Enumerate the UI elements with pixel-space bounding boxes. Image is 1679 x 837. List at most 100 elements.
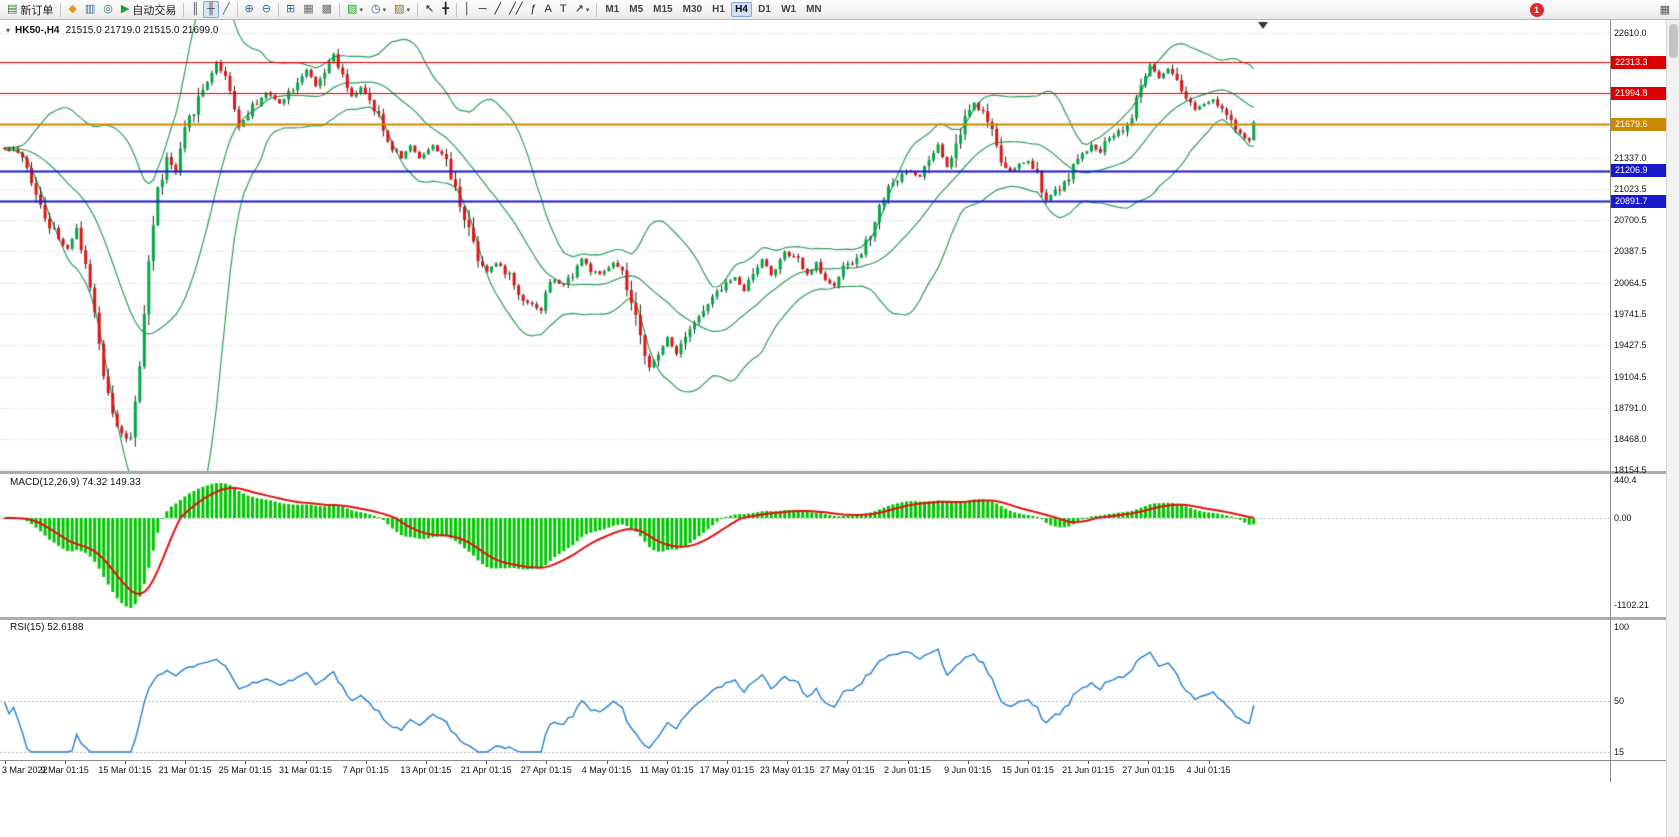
periods-button[interactable]: ◷ ▾ xyxy=(367,1,390,18)
price-level-badge: 21679.6 xyxy=(1611,118,1666,131)
time-axis-tick xyxy=(908,761,909,764)
data-window-button[interactable]: ▥ xyxy=(81,1,99,18)
main-chart-canvas[interactable] xyxy=(0,20,1610,471)
market-watch-button[interactable]: ◆ xyxy=(64,1,80,18)
time-axis-label: 13 Apr 01:15 xyxy=(400,765,452,775)
time-axis-label: 3 Mar 2022 xyxy=(2,765,48,775)
auto-trading-button[interactable]: ▶ 自动交易 xyxy=(117,1,180,18)
time-axis-tick xyxy=(546,761,547,764)
rsi-axis-label: 100 xyxy=(1614,622,1630,632)
caret-down-icon: ▾ xyxy=(382,6,387,14)
toolbar-buttons: ▤ 新订单 ◆ ▥ ◎ ▶ 自动交易 ║ ╫ ╱ ⊕ ⊖ ⊞ ▦ ▩ ▧ ▾ ◷ ▾ ▨ ▾ ↖ ╋ │ ─ ╱ ╱╱ ƒ A T ↗ ▾ M1… xyxy=(3,0,827,20)
rsi-canvas[interactable] xyxy=(0,620,1610,760)
time-axis-label: 27 Apr 01:15 xyxy=(520,765,572,775)
notification-badge[interactable]: 1 xyxy=(1529,2,1544,17)
crosshair-icon: ╋ xyxy=(442,3,449,15)
time-axis-label: 21 Mar 01:15 xyxy=(158,765,212,775)
timeframe-mn-button[interactable]: MN xyxy=(806,4,822,15)
label-button[interactable]: T xyxy=(556,1,571,18)
price-axis-border xyxy=(1610,20,1611,782)
tile-windows-icon: ⊞ xyxy=(286,3,296,15)
chart-symbol-period: HK50-,H4 xyxy=(15,25,60,36)
timeframe-m5-button[interactable]: M5 xyxy=(629,4,644,15)
fibonacci-button[interactable]: ƒ xyxy=(526,1,540,18)
fibonacci-icon: ƒ xyxy=(530,3,537,15)
panel-divider[interactable] xyxy=(0,617,1666,620)
macd-label: MACD(12,26,9) 74.32 149.33 xyxy=(10,477,141,488)
templates-button[interactable]: ▨ ▾ xyxy=(390,1,414,18)
channel-button[interactable]: ╱╱ xyxy=(505,1,526,18)
new-order-button-label: 新订单 xyxy=(20,4,54,17)
time-axis-tick xyxy=(1088,761,1089,764)
timeframe-h1-button[interactable]: H1 xyxy=(712,4,725,15)
time-axis-tick xyxy=(1209,761,1210,764)
text-button[interactable]: A xyxy=(541,1,556,18)
timeframe-m15-button[interactable]: M15 xyxy=(653,4,673,15)
price-axis-label: 20064.5 xyxy=(1614,277,1647,288)
tile-windows-button[interactable]: ⊞ xyxy=(282,1,299,18)
time-axis-tick xyxy=(787,761,788,764)
time-axis-tick xyxy=(306,761,307,764)
timeframe-d1-button[interactable]: D1 xyxy=(758,4,771,15)
candlestick-icon: ╫ xyxy=(207,3,215,15)
time-axis-tick xyxy=(727,761,728,764)
time-axis-label: 27 Jun 01:15 xyxy=(1122,765,1175,775)
indicators-list-button[interactable]: ▦ xyxy=(299,1,317,18)
vertical-line-button[interactable]: │ xyxy=(460,1,475,18)
toolbar-overflow-icon[interactable]: ▦ xyxy=(1659,4,1670,16)
timeframe-m30-button[interactable]: M30 xyxy=(682,4,703,15)
new-chart-button[interactable]: ▧ ▾ xyxy=(343,1,367,18)
stack-windows-icon: ▩ xyxy=(321,3,333,15)
auto-trading-icon: ▶ xyxy=(120,3,130,15)
stack-windows-button[interactable]: ▩ xyxy=(318,1,336,18)
cursor-button[interactable]: ↖ xyxy=(421,1,438,18)
scrollbar-thumb[interactable] xyxy=(1669,24,1678,58)
macd-axis-label: 440.4 xyxy=(1614,475,1637,485)
price-level-badge: 20891.7 xyxy=(1611,195,1666,208)
market-watch-icon: ◆ xyxy=(68,3,77,15)
navigator-icon: ◎ xyxy=(103,3,113,15)
trendline-button[interactable]: ╱ xyxy=(491,1,506,18)
panel-divider[interactable] xyxy=(0,471,1666,474)
crosshair-button[interactable]: ╋ xyxy=(438,1,453,18)
toolbar-separator xyxy=(417,2,419,17)
time-axis-label: 9 Jun 01:15 xyxy=(944,765,992,775)
line-chart-button[interactable]: ╱ xyxy=(219,1,234,18)
arrows-button[interactable]: ↗ ▾ xyxy=(571,1,594,18)
zoom-out-button[interactable]: ⊖ xyxy=(258,1,275,18)
time-axis-label: 7 Apr 01:15 xyxy=(342,765,389,775)
timeframe-h4-button[interactable]: H4 xyxy=(731,2,753,17)
price-axis-label: 19741.5 xyxy=(1614,309,1647,320)
toolbar-separator xyxy=(455,2,457,17)
time-axis-label: 9 Mar 01:15 xyxy=(40,765,89,775)
price-axis-label: 20700.5 xyxy=(1614,215,1647,226)
time-axis-tick xyxy=(607,761,608,764)
price-level-badge: 22313.3 xyxy=(1611,56,1666,69)
new-chart-icon: ▧ xyxy=(347,3,358,15)
candlestick-button[interactable]: ╫ xyxy=(203,1,219,18)
time-axis-tick xyxy=(65,761,66,764)
zoom-in-button[interactable]: ⊕ xyxy=(241,1,258,18)
toolbar-separator xyxy=(60,2,62,17)
price-axis-label: 19104.5 xyxy=(1614,371,1647,382)
chart-ohlc-values: 21515.0 21719.0 21515.0 21699.0 xyxy=(65,25,219,36)
caret-down-icon: ▾ xyxy=(585,6,590,14)
bar-chart-button[interactable]: ║ xyxy=(187,1,203,18)
time-axis-tick xyxy=(5,761,6,764)
vertical-scrollbar[interactable] xyxy=(1666,20,1679,837)
one-click-expand-icon[interactable]: ▾ xyxy=(6,26,11,35)
navigator-button[interactable]: ◎ xyxy=(99,1,117,18)
new-order-button[interactable]: ▤ 新订单 xyxy=(3,1,57,18)
auto-trading-button-label: 自动交易 xyxy=(132,4,177,17)
text-icon: A xyxy=(544,3,552,15)
caret-down-icon: ▾ xyxy=(406,6,411,14)
horizontal-line-button[interactable]: ─ xyxy=(475,1,491,18)
time-axis-tick xyxy=(1028,761,1029,764)
time-axis-label: 4 May 01:15 xyxy=(581,765,632,775)
timeframe-w1-button[interactable]: W1 xyxy=(781,4,797,15)
rsi-axis-label: 15 xyxy=(1614,747,1625,757)
macd-canvas[interactable] xyxy=(0,474,1610,617)
channel-icon: ╱╱ xyxy=(509,3,523,15)
timeframe-m1-button[interactable]: M1 xyxy=(605,4,620,15)
